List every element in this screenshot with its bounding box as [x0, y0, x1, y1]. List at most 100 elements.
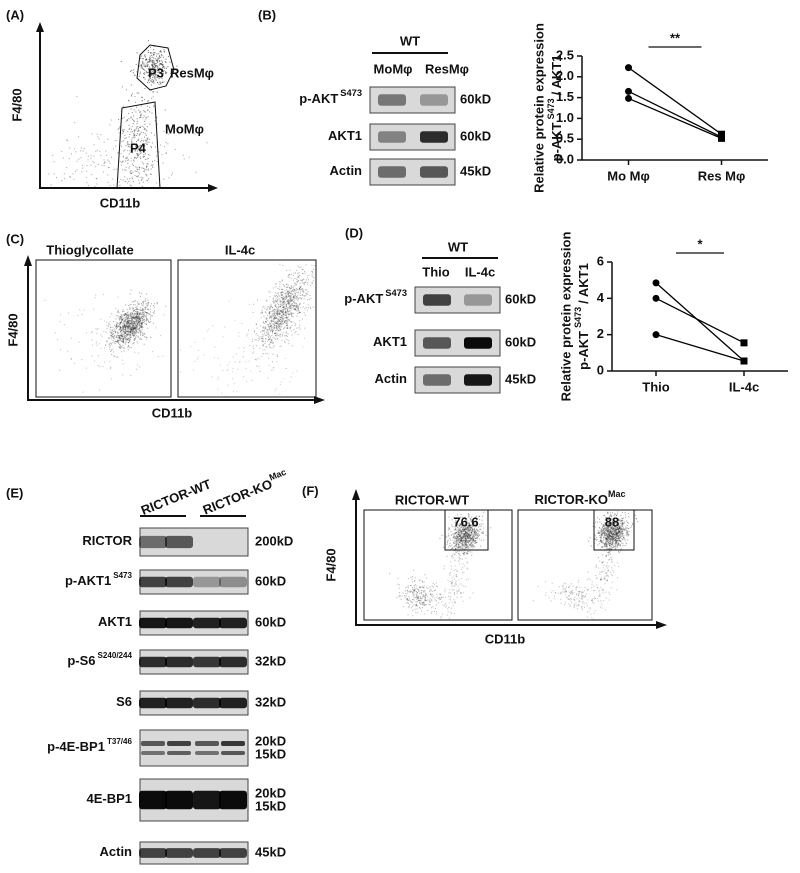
event-dot: [277, 338, 278, 339]
event-dot: [274, 327, 275, 328]
event-dot: [272, 327, 273, 328]
event-dot: [135, 309, 136, 310]
event-dot: [147, 303, 148, 304]
event-dot: [290, 289, 291, 290]
event-dot: [113, 333, 114, 334]
event-dot: [144, 137, 145, 138]
event-dot: [614, 538, 615, 539]
event-dot: [591, 545, 592, 546]
event-dot: [136, 64, 137, 65]
event-dot: [601, 572, 602, 573]
event-dot: [133, 318, 134, 319]
event-dot: [603, 532, 604, 533]
event-dot: [155, 75, 156, 76]
event-dot: [434, 584, 435, 585]
event-dot: [622, 524, 623, 525]
event-dot: [616, 529, 617, 530]
event-dot: [141, 66, 142, 67]
event-dot: [110, 327, 111, 328]
event-dot: [564, 604, 565, 605]
lane-label: ResMφ: [425, 61, 469, 76]
event-dot: [125, 322, 126, 323]
event-dot: [280, 319, 281, 320]
event-dot: [156, 117, 157, 118]
event-dot: [308, 275, 309, 276]
event-dot: [141, 115, 142, 116]
event-dot: [603, 543, 604, 544]
event-dot: [136, 127, 137, 128]
event-dot: [612, 540, 613, 541]
event-dot: [124, 348, 125, 349]
event-dot: [302, 269, 303, 270]
event-dot: [456, 538, 457, 539]
event-dot: [277, 316, 278, 317]
event-dot: [138, 304, 139, 305]
event-dot: [569, 592, 570, 593]
event-dot: [133, 133, 134, 134]
event-dot: [134, 340, 135, 341]
event-dot: [134, 135, 135, 136]
event-dot: [273, 309, 274, 310]
event-dot: [127, 160, 128, 161]
event-dot: [61, 151, 62, 152]
event-dot: [447, 614, 448, 615]
x-axis-label: CD11b: [485, 631, 526, 646]
event-dot: [451, 578, 452, 579]
event-dot: [456, 535, 457, 536]
event-dot: [282, 340, 283, 341]
event-dot: [130, 337, 131, 338]
event-dot: [267, 331, 268, 332]
event-dot: [441, 616, 442, 617]
event-dot: [159, 71, 160, 72]
event-dot: [474, 528, 475, 529]
event-dot: [165, 59, 166, 60]
event-dot: [625, 514, 626, 515]
event-dot: [470, 530, 471, 531]
event-dot: [146, 130, 147, 131]
event-dot: [574, 597, 575, 598]
event-dot: [134, 352, 135, 353]
event-dot: [108, 167, 109, 168]
event-dot: [144, 145, 145, 146]
event-dot: [281, 319, 282, 320]
event-dot: [96, 184, 97, 185]
event-dot: [127, 338, 128, 339]
event-dot: [476, 536, 477, 537]
event-dot: [478, 536, 479, 537]
lane-label: Thio: [422, 264, 449, 279]
event-dot: [123, 151, 124, 152]
event-dot: [570, 605, 571, 606]
event-dot: [149, 89, 150, 90]
event-dot: [593, 523, 594, 524]
event-dot: [607, 543, 608, 544]
event-dot: [413, 589, 414, 590]
event-dot: [414, 604, 415, 605]
event-dot: [77, 169, 78, 170]
event-dot: [121, 61, 122, 62]
event-dot: [138, 139, 139, 140]
event-dot: [282, 291, 283, 292]
event-dot: [277, 293, 278, 294]
event-dot: [286, 313, 287, 314]
event-dot: [168, 56, 169, 57]
event-dot: [120, 326, 121, 327]
event-dot: [277, 314, 278, 315]
event-dot: [285, 296, 286, 297]
event-dot: [292, 290, 293, 291]
event-dot: [146, 307, 147, 308]
event-dot: [451, 569, 452, 570]
event-dot: [554, 598, 555, 599]
event-dot: [460, 583, 461, 584]
event-dot: [131, 185, 132, 186]
event-dot: [470, 524, 471, 525]
event-dot: [601, 547, 602, 548]
event-dot: [604, 539, 605, 540]
event-dot: [283, 292, 284, 293]
event-dot: [143, 110, 144, 111]
event-dot: [463, 537, 464, 538]
event-dot: [93, 309, 94, 310]
event-dot: [143, 154, 144, 155]
event-dot: [608, 533, 609, 534]
event-dot: [604, 526, 605, 527]
event-dot: [299, 320, 300, 321]
